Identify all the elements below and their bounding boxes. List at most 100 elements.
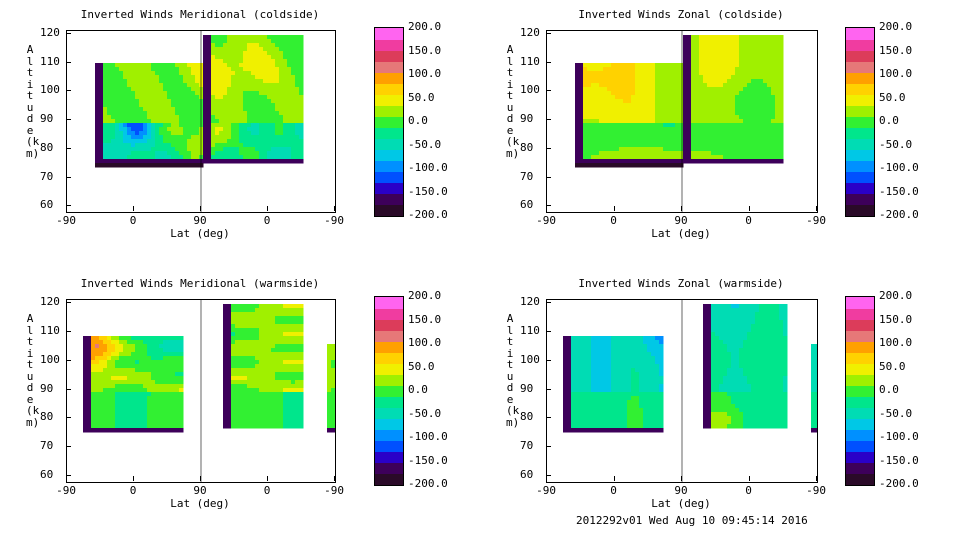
contour-field	[563, 300, 817, 482]
y-tick-label: 80	[40, 410, 54, 424]
colorbar-tick-label: 150.0	[408, 43, 442, 57]
colorbar-tick-label: 0.0	[408, 383, 428, 396]
colorbar-segment	[375, 451, 403, 464]
colorbar-segment	[375, 149, 403, 162]
colorbar-tick-label: 50.0	[408, 359, 435, 373]
x-tick-label: -90	[536, 214, 556, 227]
colorbar-segment	[846, 352, 874, 364]
y-tick-label: 100	[520, 352, 540, 366]
colorbar-tick-label: -150.0	[408, 184, 448, 198]
x-tick-label: -90	[56, 484, 76, 497]
y-axis-label: Altitude (km)	[506, 43, 520, 160]
colorbar-segment	[375, 193, 403, 206]
plot-title: Inverted Winds Meridional (warmside)	[80, 277, 320, 290]
x-tick-label: -90	[56, 214, 76, 227]
colorbar-segment	[375, 363, 403, 375]
colorbar-segment	[375, 138, 403, 151]
colorbar-segment	[375, 407, 403, 420]
colorbar-segment	[375, 94, 403, 106]
colorbar-segment	[375, 330, 403, 342]
y-tick-label: 80	[520, 140, 534, 154]
contour-field	[95, 31, 304, 212]
colorbar	[845, 27, 875, 217]
colorbar-segment	[375, 319, 403, 331]
y-tick-mark	[546, 388, 551, 390]
y-tick-mark	[546, 61, 551, 63]
colorbar-segment	[375, 160, 403, 173]
y-tick-mark	[546, 32, 551, 34]
colorbar-segment	[375, 61, 403, 73]
colorbar-tick-label: 50.0	[408, 90, 435, 104]
colorbar-tick-label: -100.0	[408, 430, 448, 443]
colorbar-tick-label: -100.0	[879, 430, 919, 443]
colorbar-segment	[846, 319, 874, 331]
timestamp-footer: 2012292v01 Wed Aug 10 09:45:14 2016	[576, 514, 808, 527]
colorbar-tick-label: -50.0	[408, 137, 442, 151]
y-tick-mark	[66, 475, 71, 477]
x-tick-mark	[133, 206, 134, 211]
x-tick-mark	[816, 206, 817, 211]
colorbar-tick-label: -200.0	[408, 208, 448, 221]
x-tick-label: 90	[193, 484, 207, 497]
contour-field	[83, 300, 335, 482]
colorbar-tick-label: 100.0	[408, 336, 442, 349]
y-tick-mark	[66, 119, 71, 121]
colorbar-segment	[375, 171, 403, 184]
colorbar-segment	[375, 308, 403, 320]
x-tick-mark	[334, 206, 335, 211]
x-tick-label: 0	[745, 214, 752, 227]
colorbar-tick-label: -150.0	[879, 453, 919, 467]
colorbar-segment	[846, 83, 874, 95]
colorbar-tick-label: 150.0	[879, 43, 913, 57]
colorbar-segment	[846, 28, 874, 40]
y-tick-mark	[546, 119, 551, 121]
y-axis-label: Altitude (km)	[26, 312, 40, 429]
colorbar-segment	[846, 127, 874, 140]
y-tick-label: 120	[40, 294, 60, 308]
y-tick-label: 80	[520, 410, 534, 424]
x-axis-label: Lat (deg)	[170, 497, 230, 510]
x-tick-mark	[133, 476, 134, 481]
colorbar-tick-label: -150.0	[408, 453, 448, 467]
y-tick-mark	[66, 417, 71, 419]
x-tick-mark	[334, 476, 335, 481]
y-tick-mark	[546, 446, 551, 448]
y-axis-label: Altitude (km)	[506, 312, 520, 429]
x-tick-mark	[681, 206, 682, 211]
y-tick-label: 90	[520, 381, 534, 395]
y-tick-mark	[546, 90, 551, 92]
x-tick-label: 0	[263, 484, 271, 497]
colorbar-segment	[375, 127, 403, 140]
y-tick-mark	[546, 205, 551, 207]
x-tick-mark	[816, 476, 817, 481]
colorbar-tick-label: 0.0	[408, 114, 428, 127]
plot-area	[546, 30, 818, 213]
y-tick-label: 60	[520, 198, 534, 212]
y-tick-label: 70	[40, 169, 54, 183]
colorbar-tick-label: 200.0	[408, 289, 442, 302]
y-tick-mark	[66, 330, 71, 332]
x-tick-mark	[267, 206, 268, 211]
y-tick-mark	[66, 61, 71, 63]
colorbar-segment	[375, 418, 403, 431]
colorbar-segment	[375, 182, 403, 195]
y-tick-label: 110	[40, 54, 60, 68]
y-tick-label: 120	[520, 25, 540, 39]
colorbar-segment	[846, 341, 874, 353]
colorbar-segment	[846, 105, 874, 117]
colorbar-segment	[846, 138, 874, 151]
y-tick-mark	[66, 359, 71, 361]
y-tick-label: 100	[40, 352, 60, 366]
colorbar-segment	[846, 94, 874, 106]
x-tick-label: -90	[806, 484, 826, 497]
colorbar-segment	[375, 440, 403, 453]
colorbar-segment	[846, 297, 874, 309]
colorbar-tick-label: 50.0	[879, 90, 906, 104]
colorbar-segment	[375, 39, 403, 51]
contour-field	[575, 31, 784, 212]
colorbar-segment	[846, 182, 874, 195]
colorbar	[374, 27, 404, 217]
colorbar-segment	[846, 39, 874, 51]
colorbar-tick-label: 100.0	[879, 67, 913, 80]
y-tick-mark	[66, 388, 71, 390]
